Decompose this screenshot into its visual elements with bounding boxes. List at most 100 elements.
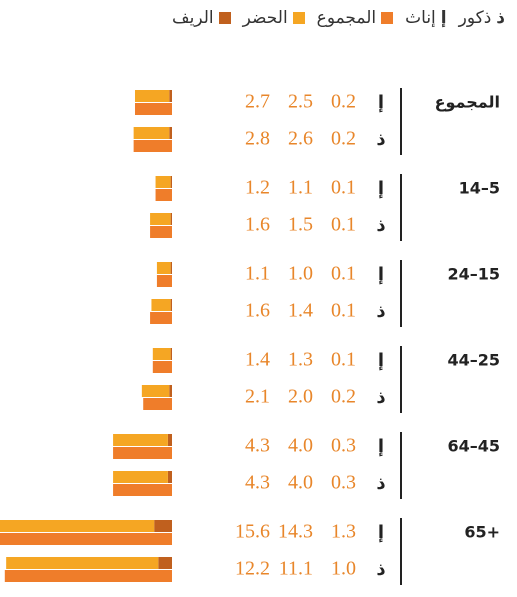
value-label: 0.2 xyxy=(331,386,356,408)
sex-label: إ xyxy=(378,350,384,371)
bar-urban xyxy=(0,520,155,532)
sex-label: إ xyxy=(378,264,384,285)
value-label: 1.4 xyxy=(245,349,270,371)
legend-label: إناث xyxy=(405,8,436,28)
bar-urban xyxy=(150,213,171,225)
value-label: 2.5 xyxy=(288,91,313,113)
value-label: 1.4 xyxy=(288,300,313,322)
bar-rural xyxy=(170,299,172,311)
bar-rural xyxy=(167,471,172,483)
bar-total xyxy=(156,275,172,287)
bar-urban xyxy=(6,557,159,569)
legend-item: الحضر xyxy=(243,8,305,28)
bar-urban xyxy=(133,127,170,139)
value-label: 1.6 xyxy=(245,214,270,236)
bar-rural xyxy=(158,557,172,569)
legend: ذ ذكور إ إناث المجموع الحضر الريف xyxy=(172,8,505,28)
bar-total xyxy=(113,484,172,496)
value-label: 2.7 xyxy=(245,91,270,113)
value-label: 15.6 xyxy=(235,521,270,543)
value-label: 4.0 xyxy=(288,472,313,494)
bar-rural xyxy=(167,434,172,446)
bar-total xyxy=(4,570,172,582)
bar-total xyxy=(150,312,172,324)
bar-total xyxy=(134,103,172,115)
bar-rural xyxy=(154,520,172,532)
value-label: 12.2 xyxy=(235,558,270,580)
value-label: 14.3 xyxy=(278,521,313,543)
value-label: 4.3 xyxy=(245,472,270,494)
bar-urban xyxy=(152,348,171,360)
bar-total xyxy=(150,226,172,238)
legend-item: إ إناث xyxy=(405,8,446,28)
legend-swatch xyxy=(381,12,394,24)
value-label: 1.1 xyxy=(288,177,313,199)
bar-rural xyxy=(169,90,172,102)
sex-label: إ xyxy=(378,522,384,543)
value-label: 0.1 xyxy=(331,349,356,371)
bar-total xyxy=(133,140,172,152)
value-label: 1.2 xyxy=(245,177,270,199)
group-label: 44–25 xyxy=(447,351,500,370)
value-label: 2.1 xyxy=(245,386,270,408)
sex-label: ذ xyxy=(376,301,385,322)
bar-total xyxy=(113,447,172,459)
bar-urban xyxy=(155,176,171,188)
sex-label: ذ xyxy=(376,129,385,150)
sex-label: ذ xyxy=(376,215,385,236)
legend-swatch xyxy=(218,12,231,24)
legend-label: الريف xyxy=(172,8,214,28)
bar-urban xyxy=(113,471,168,483)
sex-label: ذ xyxy=(376,559,385,580)
value-label: 0.1 xyxy=(331,263,356,285)
bar-rural xyxy=(169,385,172,397)
legend-swatch xyxy=(292,12,305,24)
bar-total xyxy=(155,189,172,201)
group-label: 24–15 xyxy=(447,265,500,284)
value-label: 4.3 xyxy=(245,435,270,457)
bar-rural xyxy=(170,262,172,274)
bar-total xyxy=(152,361,172,373)
bar-urban xyxy=(151,299,171,311)
bar-urban xyxy=(134,90,170,102)
value-label: 0.1 xyxy=(331,300,356,322)
value-label: 11.1 xyxy=(279,558,313,580)
legend-key: ذ xyxy=(496,8,505,28)
sex-label: ذ xyxy=(376,387,385,408)
bar-total xyxy=(143,398,172,410)
legend-label: الحضر xyxy=(242,8,288,28)
bar-urban xyxy=(156,262,171,274)
sex-label: إ xyxy=(378,178,384,199)
legend-label: ذكور xyxy=(458,8,492,28)
value-label: 1.3 xyxy=(331,521,356,543)
value-label: 0.3 xyxy=(331,435,356,457)
value-label: 1.5 xyxy=(288,214,313,236)
value-label: 2.8 xyxy=(245,128,270,150)
value-label: 0.2 xyxy=(331,91,356,113)
group-label: 65+ xyxy=(464,523,500,542)
bar-urban xyxy=(141,385,170,397)
legend-item: المجموع xyxy=(316,8,394,28)
bar-rural xyxy=(170,176,172,188)
group-label: 14–5 xyxy=(459,179,500,198)
sex-label: إ xyxy=(378,436,384,457)
value-label: 0.1 xyxy=(331,177,356,199)
value-label: 0.2 xyxy=(331,128,356,150)
legend-key: إ xyxy=(440,8,447,28)
value-label: 0.3 xyxy=(331,472,356,494)
value-label: 4.0 xyxy=(288,435,313,457)
value-label: 1.0 xyxy=(288,263,313,285)
value-label: 0.1 xyxy=(331,214,356,236)
sex-label: إ xyxy=(378,92,384,113)
value-label: 1.0 xyxy=(331,558,356,580)
value-label: 1.3 xyxy=(288,349,313,371)
bar-rural xyxy=(170,348,172,360)
value-label: 2.6 xyxy=(288,128,313,150)
legend-item: الريف xyxy=(172,8,231,28)
bar-rural xyxy=(170,213,172,225)
value-label: 2.0 xyxy=(288,386,313,408)
legend-label: المجموع xyxy=(316,8,377,28)
sex-label: ذ xyxy=(376,473,385,494)
